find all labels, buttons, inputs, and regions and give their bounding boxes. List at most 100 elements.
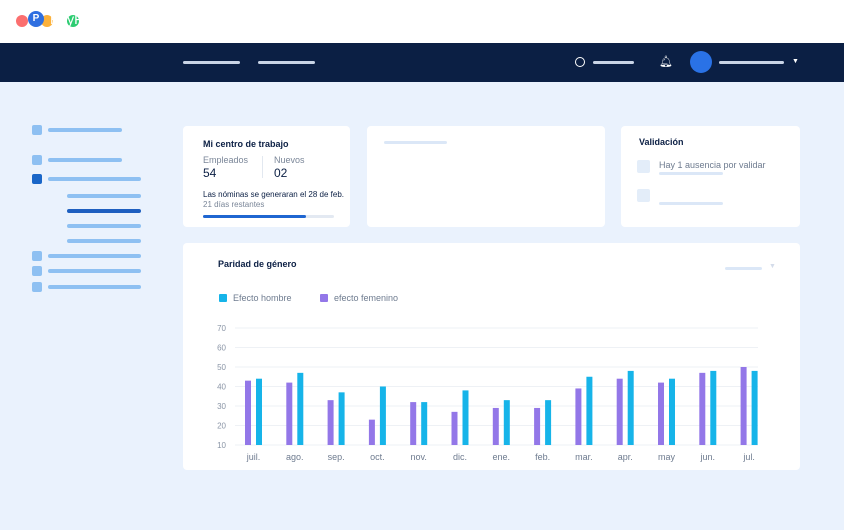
- sidebar-item-icon: [32, 155, 42, 165]
- validation-item-checkbox-2[interactable]: [637, 189, 650, 202]
- work-center-title: Mi centro de trabajo: [203, 139, 289, 149]
- new-value: 02: [274, 166, 288, 180]
- x-tick-label: juil.: [246, 452, 261, 462]
- sidebar-subitem-2-active[interactable]: [67, 209, 141, 213]
- sidebar-subitem-1[interactable]: [67, 194, 141, 198]
- sidebar-item-6[interactable]: [48, 285, 141, 289]
- validation-title: Validación: [639, 137, 684, 147]
- payfit-logo-icon[interactable]: P: [28, 11, 44, 27]
- bar-femenino: [575, 388, 582, 445]
- legend-label-femenino: efecto femenino: [334, 293, 399, 303]
- sidebar-item-icon-active: [32, 174, 42, 184]
- work-center-card: [183, 126, 350, 227]
- x-tick-label: apr.: [618, 452, 633, 462]
- sidebar-item-5[interactable]: [48, 269, 141, 273]
- bar-femenino: [245, 380, 251, 445]
- y-tick-label: 70: [217, 324, 226, 333]
- period-select-placeholder[interactable]: [725, 267, 762, 270]
- window-close-button[interactable]: [16, 15, 28, 27]
- x-tick-label: mar.: [575, 452, 593, 462]
- bar-hombre: [503, 400, 510, 445]
- bell-icon[interactable]: 🔔︎: [659, 56, 673, 68]
- x-tick-label: oct.: [370, 452, 385, 462]
- bar-hombre: [379, 386, 386, 445]
- sidebar-subitem-3[interactable]: [67, 224, 141, 228]
- y-tick-label: 60: [217, 344, 226, 353]
- chevron-down-icon[interactable]: ▼: [792, 58, 799, 65]
- bar-hombre: [710, 370, 717, 445]
- bar-hombre: [338, 392, 345, 445]
- sidebar-item-1[interactable]: [48, 128, 122, 132]
- placeholder-line: [659, 202, 723, 205]
- window-minimize-button[interactable]: [41, 15, 53, 27]
- bar-hombre: [421, 402, 428, 445]
- sidebar-item-icon: [32, 125, 42, 135]
- avatar[interactable]: [690, 51, 712, 73]
- bar-hombre: [627, 370, 634, 445]
- bar-femenino: [699, 372, 706, 445]
- chart-title: Paridad de género: [218, 259, 297, 269]
- sidebar-item-icon: [32, 266, 42, 276]
- sidebar-item-2[interactable]: [48, 158, 122, 162]
- x-tick-label: feb.: [535, 452, 550, 462]
- validation-card: [621, 126, 800, 227]
- bar-femenino: [534, 407, 541, 445]
- payfit-logo-text[interactable]: PayFit: [50, 11, 90, 27]
- bar-hombre: [462, 390, 469, 445]
- y-tick-label: 50: [217, 363, 226, 372]
- nav-link-2[interactable]: [258, 61, 315, 64]
- new-label: Nuevos: [274, 155, 305, 165]
- bar-femenino: [451, 411, 458, 445]
- bar-hombre: [586, 376, 593, 445]
- bar-hombre: [751, 370, 758, 445]
- y-tick-label: 30: [217, 402, 226, 411]
- placeholder-line: [384, 141, 447, 144]
- user-name-placeholder[interactable]: [719, 61, 784, 64]
- bar-femenino: [658, 382, 664, 445]
- employees-value: 54: [203, 166, 217, 180]
- y-tick-label: 10: [217, 441, 226, 450]
- bar-femenino: [327, 400, 334, 445]
- sidebar-subitem-4[interactable]: [67, 239, 141, 243]
- top-navbar: [0, 43, 844, 82]
- bar-femenino: [616, 378, 623, 445]
- progress-track: [203, 215, 334, 218]
- bar-hombre: [545, 400, 552, 445]
- x-tick-label: ene.: [493, 452, 511, 462]
- placeholder-line: [659, 172, 723, 175]
- legend-label-hombre: Efecto hombre: [233, 293, 292, 303]
- x-tick-label: jul.: [742, 452, 755, 462]
- x-tick-label: dic.: [453, 452, 467, 462]
- x-tick-label: nov.: [411, 452, 427, 462]
- window-maximize-button[interactable]: [67, 15, 79, 27]
- period-select-chevron-icon[interactable]: ▼: [769, 263, 776, 270]
- validation-item-checkbox[interactable]: [637, 160, 650, 173]
- progress-fill: [203, 215, 307, 218]
- payroll-notice: Las nóminas se generaran el 28 de feb.: [203, 190, 344, 199]
- legend-swatch-hombre: [219, 294, 227, 302]
- y-tick-label: 40: [217, 383, 226, 392]
- x-tick-label: jun.: [700, 452, 716, 462]
- bar-hombre: [669, 378, 675, 445]
- bar-femenino: [492, 407, 499, 445]
- bar-hombre: [256, 378, 262, 445]
- sidebar-item-icon: [32, 251, 42, 261]
- sidebar-item-3-active[interactable]: [48, 177, 141, 181]
- y-tick-label: 20: [217, 422, 226, 431]
- bar-femenino: [286, 382, 293, 445]
- stats-divider: [262, 156, 263, 178]
- x-tick-label: may: [658, 452, 676, 462]
- sidebar-item-4[interactable]: [48, 254, 141, 258]
- x-tick-label: ago.: [286, 452, 304, 462]
- bar-femenino: [368, 419, 375, 445]
- x-tick-label: sep.: [328, 452, 345, 462]
- bar-femenino: [410, 402, 417, 445]
- days-remaining: 21 días restantes: [203, 200, 265, 209]
- validation-item-text[interactable]: Hay 1 ausencia por validar: [659, 160, 766, 170]
- search-placeholder[interactable]: [593, 61, 634, 64]
- employees-label: Empleados: [203, 155, 249, 165]
- search-icon[interactable]: [575, 57, 585, 67]
- window-titlebar: [0, 0, 844, 43]
- bar-femenino: [740, 367, 747, 445]
- nav-link-1[interactable]: [183, 61, 240, 64]
